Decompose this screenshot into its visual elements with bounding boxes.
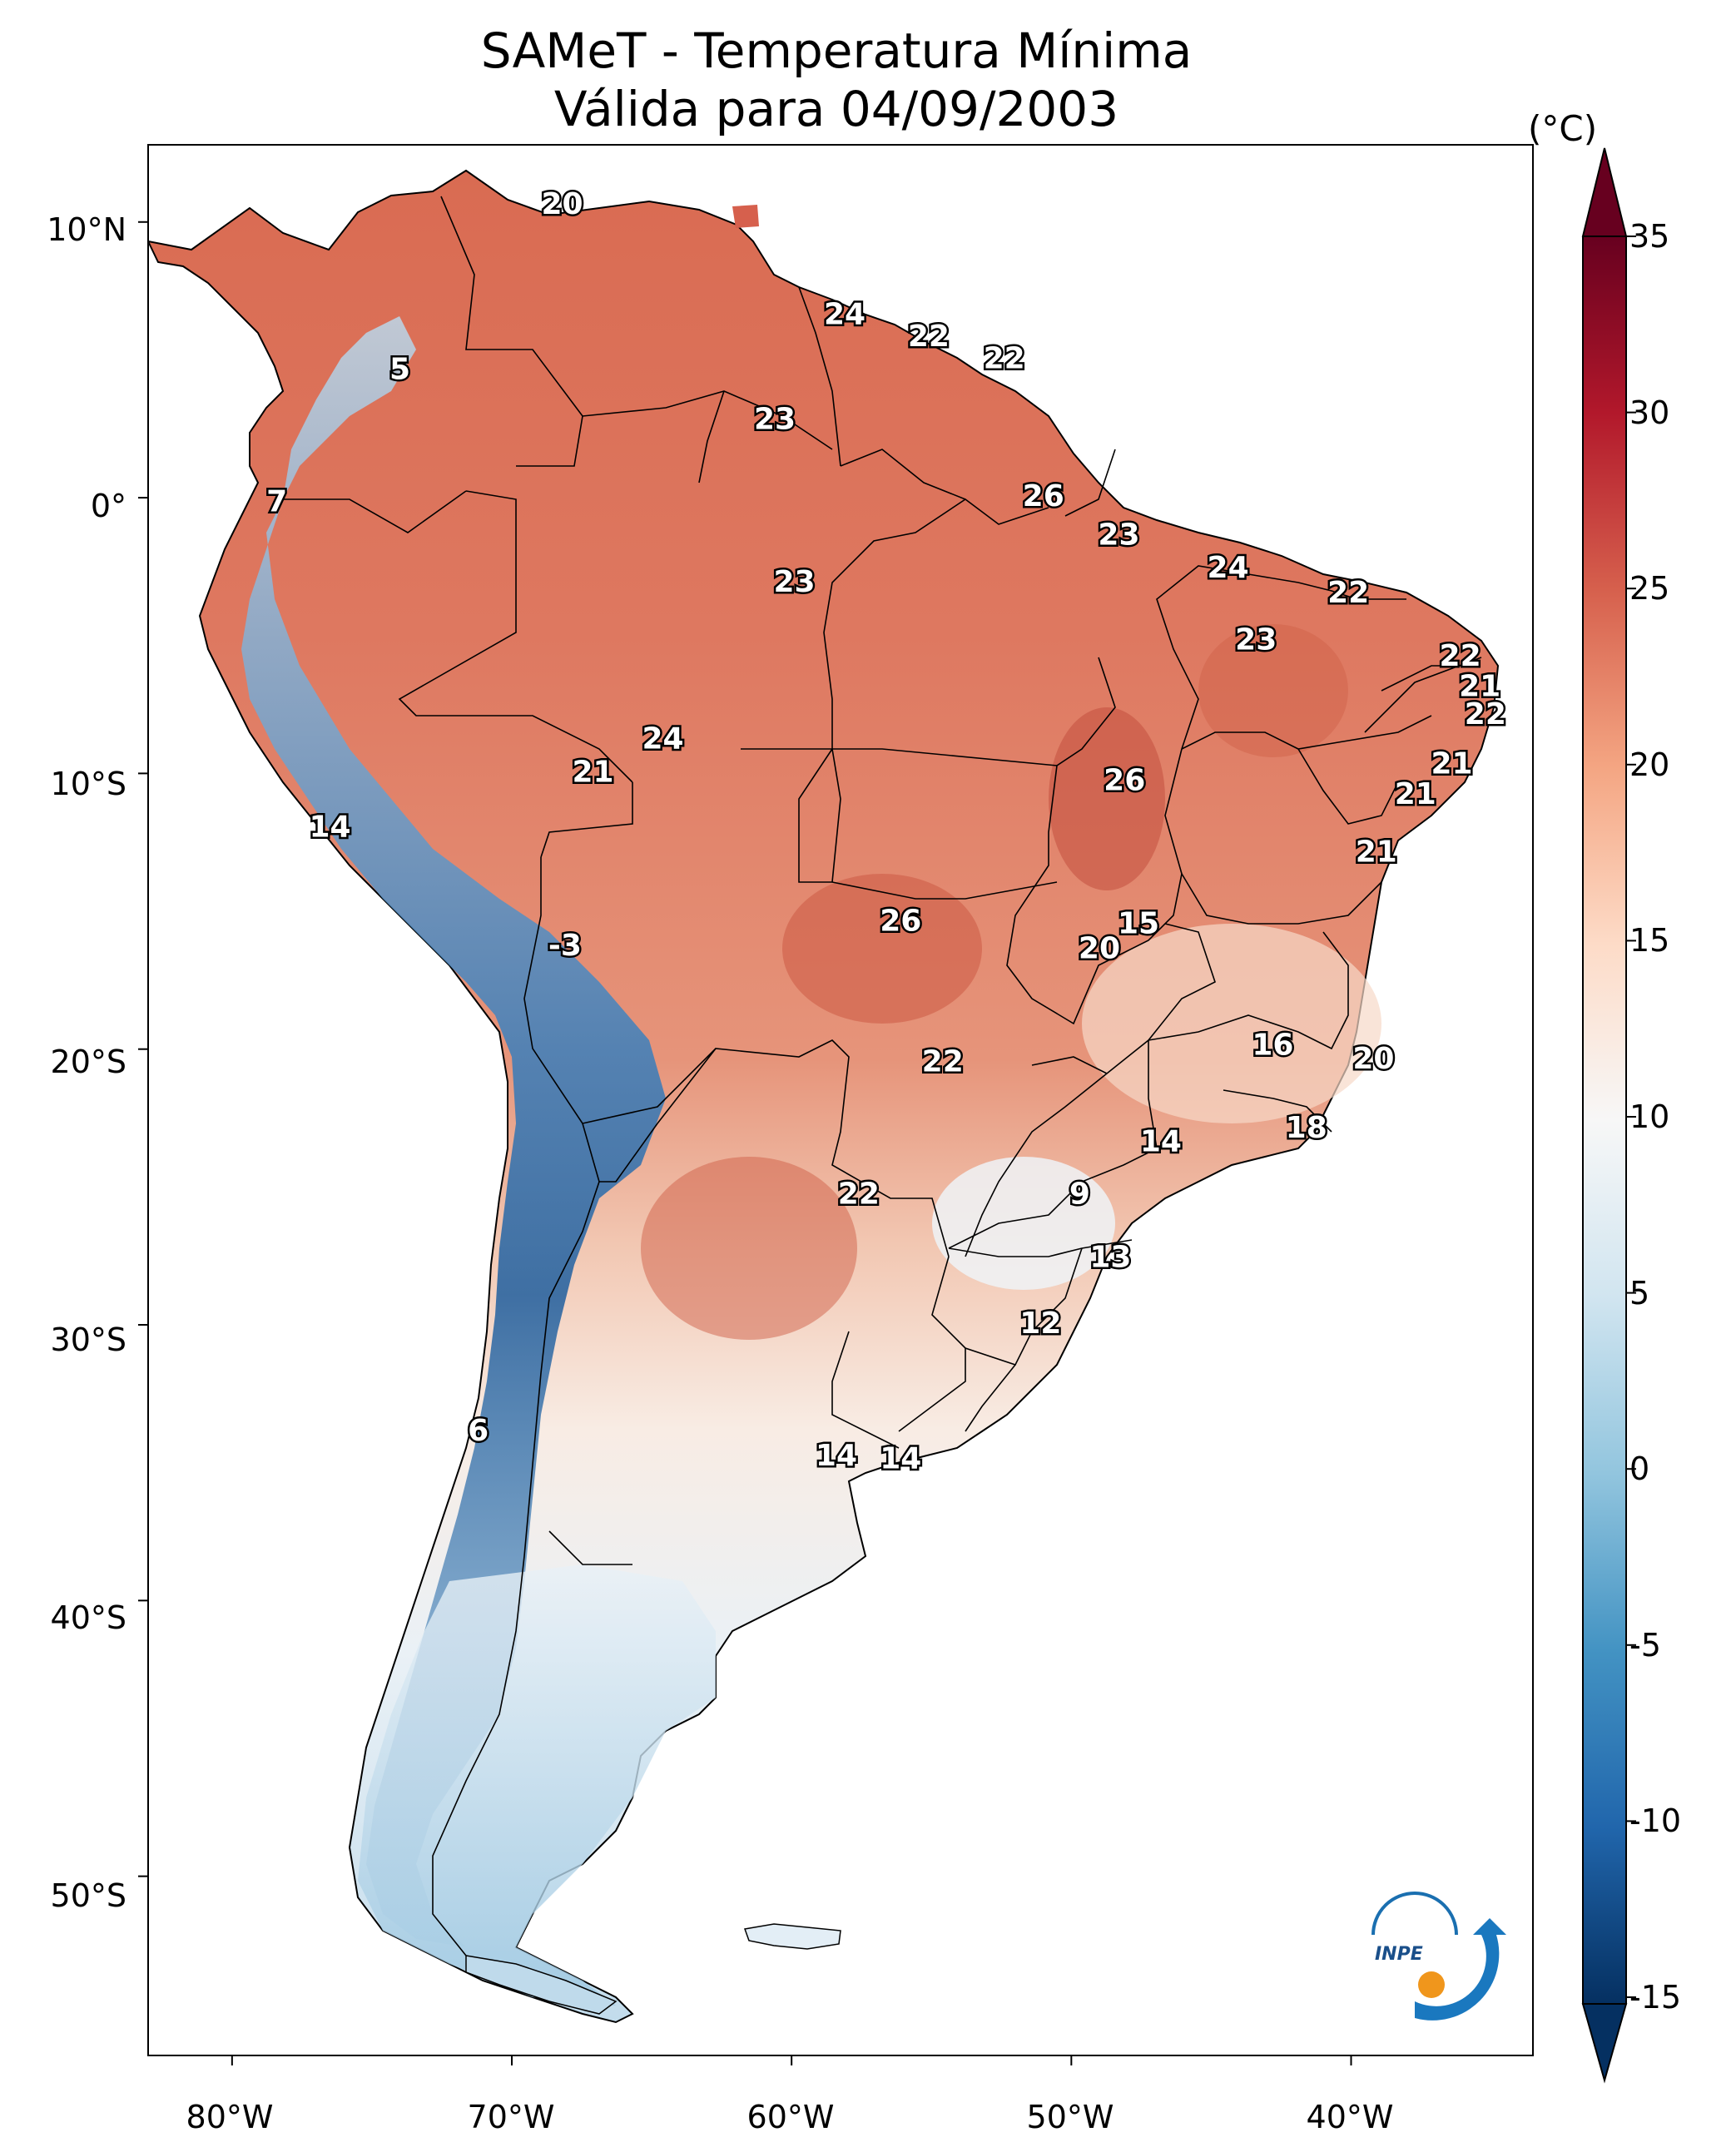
colorbar-tick-label: 0 (1629, 1450, 1650, 1488)
lat-label-10n: 10°N (47, 211, 126, 248)
temperature-label: 20 (1079, 931, 1120, 965)
temperature-label: 21 (1395, 777, 1436, 811)
warm-region-piaui (1198, 624, 1348, 757)
country-borders (283, 196, 1482, 1956)
logo-arrow-icon (1415, 1918, 1506, 2021)
temperature-label: 18 (1286, 1111, 1327, 1145)
temperature-label: 23 (773, 565, 815, 599)
lon-label-40w: 40°W (1306, 2099, 1394, 2135)
logo-text: INPE (1375, 1944, 1423, 1965)
chart-title: SAMeT - Temperatura Mínima (480, 22, 1193, 79)
logo-orbit-arc (1371, 1892, 1458, 1936)
temperature-label: 21 (1459, 670, 1500, 704)
colorbar-tick-label: -5 (1629, 1626, 1661, 1664)
tierra-del-fuego (465, 1955, 618, 2015)
temperature-label: 26 (1023, 479, 1064, 513)
temperature-label: 13 (1089, 1241, 1131, 1275)
temperature-label: 23 (754, 402, 796, 436)
temperature-label: 16 (1252, 1028, 1293, 1062)
temperature-label: 23 (1235, 622, 1277, 657)
temperature-label: 15 (1118, 907, 1159, 941)
temperature-label: 22 (1327, 576, 1369, 610)
temperature-label: 21 (572, 755, 613, 789)
lat-label-20s: 20°S (50, 1044, 126, 1080)
patagonia-cool (358, 1564, 716, 2006)
temperature-label: 5 (389, 353, 410, 387)
temperature-label: 22 (908, 320, 950, 354)
colorbar-tick-label: 10 (1629, 1098, 1670, 1135)
temperature-label: 12 (1019, 1307, 1061, 1341)
temperature-label: 22 (922, 1044, 964, 1078)
temperature-label: 22 (838, 1177, 880, 1211)
colorbar-ticks (1626, 236, 1636, 1998)
lon-label-50w: 50°W (1026, 2099, 1114, 2135)
colorbar-max-extension (1581, 147, 1628, 237)
colorbar-tick-label: 5 (1629, 1274, 1650, 1312)
temperature-label: 22 (1440, 639, 1481, 673)
temperature-label: -3 (548, 929, 582, 963)
colorbar-tick-label: 35 (1629, 218, 1670, 255)
falkland-islands (743, 1923, 841, 1950)
logo-sun-icon (1418, 1971, 1445, 1998)
temperature-label: 23 (1098, 518, 1139, 552)
lat-label-40s: 40°S (50, 1599, 126, 1636)
colorbar-tick-label: -10 (1629, 1802, 1682, 1840)
colorbar-body (1582, 236, 1627, 2005)
temperature-label: 14 (816, 1439, 857, 1473)
colorbar-tick-label: 30 (1629, 394, 1670, 431)
colorbar (1581, 147, 1636, 2084)
colorbar-tick-label: 25 (1629, 570, 1670, 607)
mild-region-minas (1082, 924, 1381, 1123)
temperature-label: 7 (266, 485, 287, 519)
chart-subtitle: Válida para 04/09/2003 (553, 81, 1119, 137)
lat-label-0: 0° (90, 488, 126, 524)
warm-region-mato-grosso (782, 874, 982, 1024)
lat-label-50s: 50°S (50, 1877, 126, 1914)
temperature-label: 26 (1104, 763, 1145, 797)
temperature-label: 24 (824, 297, 866, 331)
temperature-label: 14 (1140, 1124, 1182, 1158)
cool-region-parana (932, 1157, 1115, 1290)
temperature-label: 21 (1431, 746, 1472, 781)
warm-region-tocantins (1049, 707, 1165, 890)
temperature-label: 21 (1356, 835, 1397, 869)
temperature-label: 22 (1465, 697, 1506, 731)
colorbar-tick-label: 20 (1629, 746, 1670, 783)
temperature-label: 20 (541, 187, 583, 221)
lon-label-80w: 80°W (186, 2099, 274, 2135)
temperature-label: 24 (642, 722, 683, 756)
trinidad-island (732, 205, 759, 228)
inpe-logo: INPE (1371, 1892, 1506, 2021)
temperature-label: 20 (1352, 1042, 1394, 1076)
lat-label-10s: 10°S (50, 766, 126, 802)
lon-label-70w: 70°W (467, 2099, 555, 2135)
temperature-label: 14 (309, 811, 350, 845)
temperature-label: 6 (468, 1414, 489, 1448)
temperature-label: 26 (880, 904, 921, 938)
temperature-label: 9 (1069, 1177, 1090, 1211)
lon-label-60w: 60°W (746, 2099, 835, 2135)
lat-label-30s: 30°S (50, 1321, 126, 1358)
colorbar-unit-label: (°C) (1528, 108, 1598, 149)
warm-region-paraguay (641, 1157, 857, 1340)
colorbar-tick-label: -15 (1629, 1979, 1682, 2016)
colorbar-tick-label: 15 (1629, 922, 1670, 959)
map-layer (148, 169, 1500, 2024)
temperature-label: 14 (880, 1441, 921, 1475)
axis-ticks (138, 221, 1352, 2065)
temperature-label: 24 (1208, 551, 1249, 585)
temperature-label: 22 (984, 341, 1025, 375)
colorbar-min-extension (1581, 2003, 1628, 2084)
